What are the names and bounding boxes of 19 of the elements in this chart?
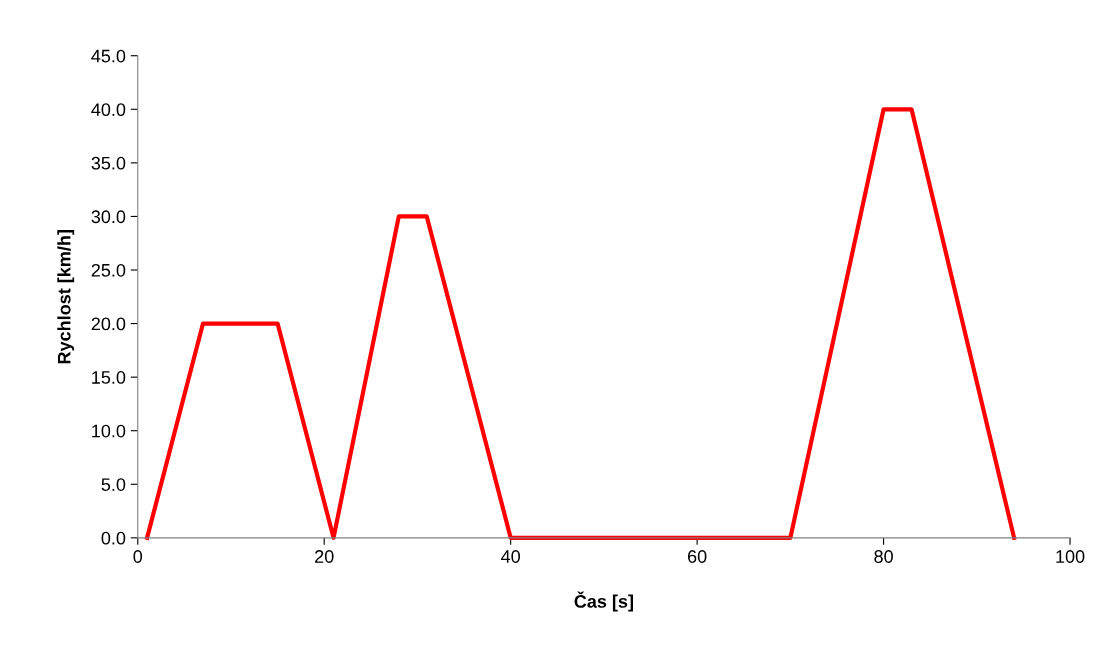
y-tick-label: 40.0: [91, 103, 126, 117]
y-tick-label: 35.0: [91, 156, 126, 170]
x-tick-label: 80: [874, 550, 893, 563]
y-tick-label: 30.0: [91, 210, 126, 224]
x-tick-label: 20: [315, 550, 334, 563]
line-series: [144, 107, 1017, 540]
y-tick-label: 5.0: [101, 478, 126, 491]
y-tick-label: 0.0: [101, 531, 126, 545]
x-tick-label: 40: [501, 550, 520, 563]
y-tick-label: 20.0: [91, 317, 126, 331]
x-tick-label: 60: [688, 550, 707, 563]
y-axis-title: Rychlost [km/h]: [57, 230, 75, 364]
y-tick-label: 45.0: [91, 49, 126, 63]
y-tick-label: 15.0: [92, 371, 126, 384]
x-axis-title: Čas [s]: [574, 591, 633, 612]
x-tick-label: 0: [133, 550, 143, 563]
x-tick-label: 100: [1056, 550, 1085, 563]
y-tick-label: 10.0: [92, 424, 126, 438]
y-tick-label: 25.0: [91, 263, 126, 277]
